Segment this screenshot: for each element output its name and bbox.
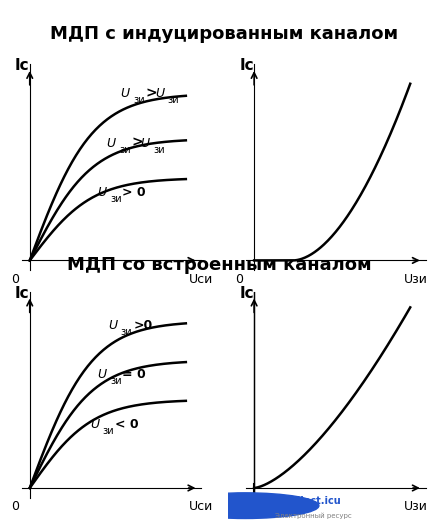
Text: >: > <box>145 86 157 100</box>
Text: Uзи: Uзи <box>403 272 427 286</box>
Text: 0: 0 <box>235 272 243 286</box>
Text: U: U <box>155 87 163 100</box>
Text: < 0: < 0 <box>115 418 138 431</box>
Text: зи: зи <box>120 327 132 337</box>
Text: > 0: > 0 <box>122 186 146 199</box>
Text: U: U <box>108 319 117 332</box>
Text: зи: зи <box>152 145 164 155</box>
Text: зи: зи <box>119 145 130 155</box>
Text: 0: 0 <box>11 272 19 286</box>
Text: Uзи: Uзи <box>403 500 427 513</box>
Text: МДП со встроенным каналом: МДП со встроенным каналом <box>67 256 371 274</box>
Text: U: U <box>90 418 99 431</box>
Text: Uси: Uси <box>188 272 213 286</box>
Text: Электронный ресурс: Электронный ресурс <box>274 513 350 519</box>
Text: зи: зи <box>110 376 121 386</box>
Text: U: U <box>97 186 106 199</box>
Text: Ic: Ic <box>239 58 253 73</box>
Text: U: U <box>106 137 115 149</box>
Text: зи: зи <box>110 194 121 204</box>
Text: МДП с индуцированным каналом: МДП с индуцированным каналом <box>50 26 397 43</box>
Text: зи: зи <box>133 95 145 105</box>
Text: Ic: Ic <box>239 286 253 301</box>
Text: = 0: = 0 <box>122 368 146 381</box>
Text: U: U <box>120 87 130 100</box>
Text: Intellect.icu: Intellect.icu <box>274 496 339 506</box>
Text: 0: 0 <box>11 500 19 513</box>
Text: U: U <box>97 368 106 381</box>
Text: Ic: Ic <box>15 58 29 73</box>
Text: >0: >0 <box>133 319 152 332</box>
Text: Uси: Uси <box>188 500 213 513</box>
Text: зи: зи <box>102 426 114 436</box>
Text: зи: зи <box>167 95 179 105</box>
Text: Ic: Ic <box>15 286 29 301</box>
Text: U: U <box>140 137 149 149</box>
Text: >: > <box>131 136 143 149</box>
Circle shape <box>171 493 318 519</box>
